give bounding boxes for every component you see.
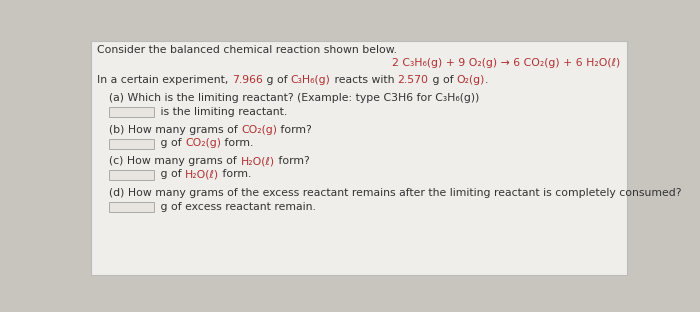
- FancyBboxPatch shape: [90, 41, 627, 275]
- Text: (d) How many grams of the excess reactant remains after the limiting reactant is: (d) How many grams of the excess reactan…: [109, 188, 682, 197]
- Text: O₂(g): O₂(g): [456, 75, 485, 85]
- Text: H₂O(ℓ): H₂O(ℓ): [241, 156, 274, 166]
- Text: g of: g of: [158, 138, 186, 148]
- Text: (c) How many grams of: (c) How many grams of: [109, 156, 241, 166]
- Text: g of: g of: [262, 75, 290, 85]
- Text: form.: form.: [220, 169, 252, 179]
- Text: 7.966: 7.966: [232, 75, 262, 85]
- Text: form?: form?: [277, 125, 312, 135]
- Text: 2.570: 2.570: [398, 75, 428, 85]
- Text: is the limiting reactant.: is the limiting reactant.: [158, 107, 288, 117]
- FancyBboxPatch shape: [109, 107, 154, 117]
- Text: In a certain experiment,: In a certain experiment,: [97, 75, 232, 85]
- Text: g of excess reactant remain.: g of excess reactant remain.: [158, 202, 316, 212]
- Text: (a) Which is the limiting reactant? (Example: type C3H6 for C₃H₆(g)): (a) Which is the limiting reactant? (Exa…: [109, 93, 480, 103]
- Text: reacts with: reacts with: [330, 75, 398, 85]
- Text: H₂O(ℓ): H₂O(ℓ): [186, 169, 220, 179]
- Text: CO₂(g): CO₂(g): [186, 138, 221, 148]
- Text: .: .: [485, 75, 489, 85]
- Text: form?: form?: [274, 156, 309, 166]
- Text: 2 C₃H₆(g) + 9 O₂(g) → 6 CO₂(g) + 6 H₂O(ℓ): 2 C₃H₆(g) + 9 O₂(g) → 6 CO₂(g) + 6 H₂O(ℓ…: [393, 58, 621, 68]
- Text: CO₂(g): CO₂(g): [241, 125, 277, 135]
- FancyBboxPatch shape: [109, 170, 154, 180]
- FancyBboxPatch shape: [109, 139, 154, 149]
- Text: C₃H₆(g): C₃H₆(g): [290, 75, 330, 85]
- FancyBboxPatch shape: [109, 202, 154, 212]
- Text: g of: g of: [428, 75, 456, 85]
- Text: (b) How many grams of: (b) How many grams of: [109, 125, 242, 135]
- Text: Consider the balanced chemical reaction shown below.: Consider the balanced chemical reaction …: [97, 45, 397, 55]
- Text: g of: g of: [158, 169, 186, 179]
- Text: form.: form.: [221, 138, 253, 148]
